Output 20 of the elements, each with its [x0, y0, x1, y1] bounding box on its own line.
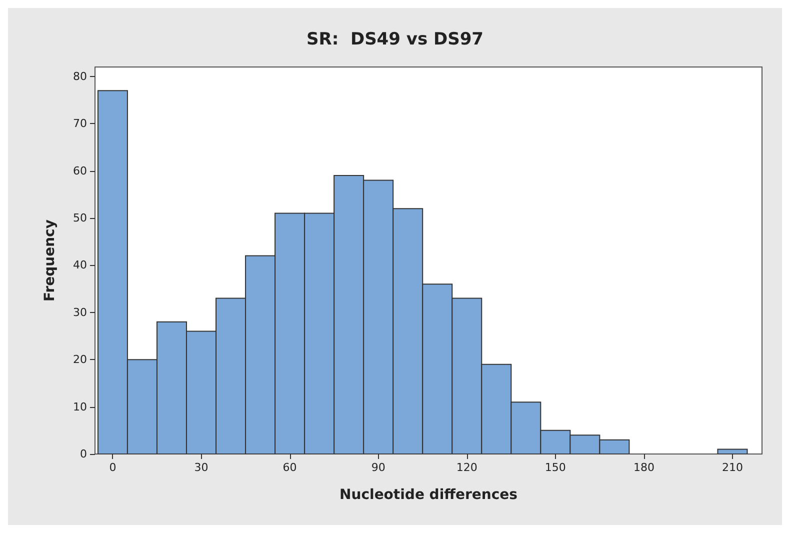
x-axis-title: Nucleotide differences — [340, 487, 518, 503]
x-tick-label: 60 — [282, 461, 297, 474]
y-axis-title: Frequency — [42, 220, 58, 302]
x-tick-label: 0 — [109, 461, 116, 474]
x-tick-label: 120 — [456, 461, 478, 474]
x-tick-label: 90 — [371, 461, 386, 474]
y-tick-label: 50 — [73, 212, 87, 225]
y-tick-label: 0 — [80, 448, 87, 460]
y-tick-label: 20 — [73, 353, 87, 366]
y-tick-label: 70 — [73, 117, 87, 130]
y-tick-label: 10 — [73, 400, 87, 414]
x-tick-label: 210 — [722, 461, 743, 474]
chart-title: SR: DS49 vs DS97 — [306, 30, 484, 50]
y-tick-label: 40 — [73, 258, 87, 272]
y-tick-label: 60 — [73, 164, 87, 178]
y-tick-label: 30 — [73, 306, 87, 319]
x-tick-label: 30 — [194, 461, 208, 474]
x-tick-label: 150 — [544, 461, 566, 474]
y-tick-label: 80 — [73, 70, 87, 83]
x-tick-label: 180 — [633, 461, 654, 474]
